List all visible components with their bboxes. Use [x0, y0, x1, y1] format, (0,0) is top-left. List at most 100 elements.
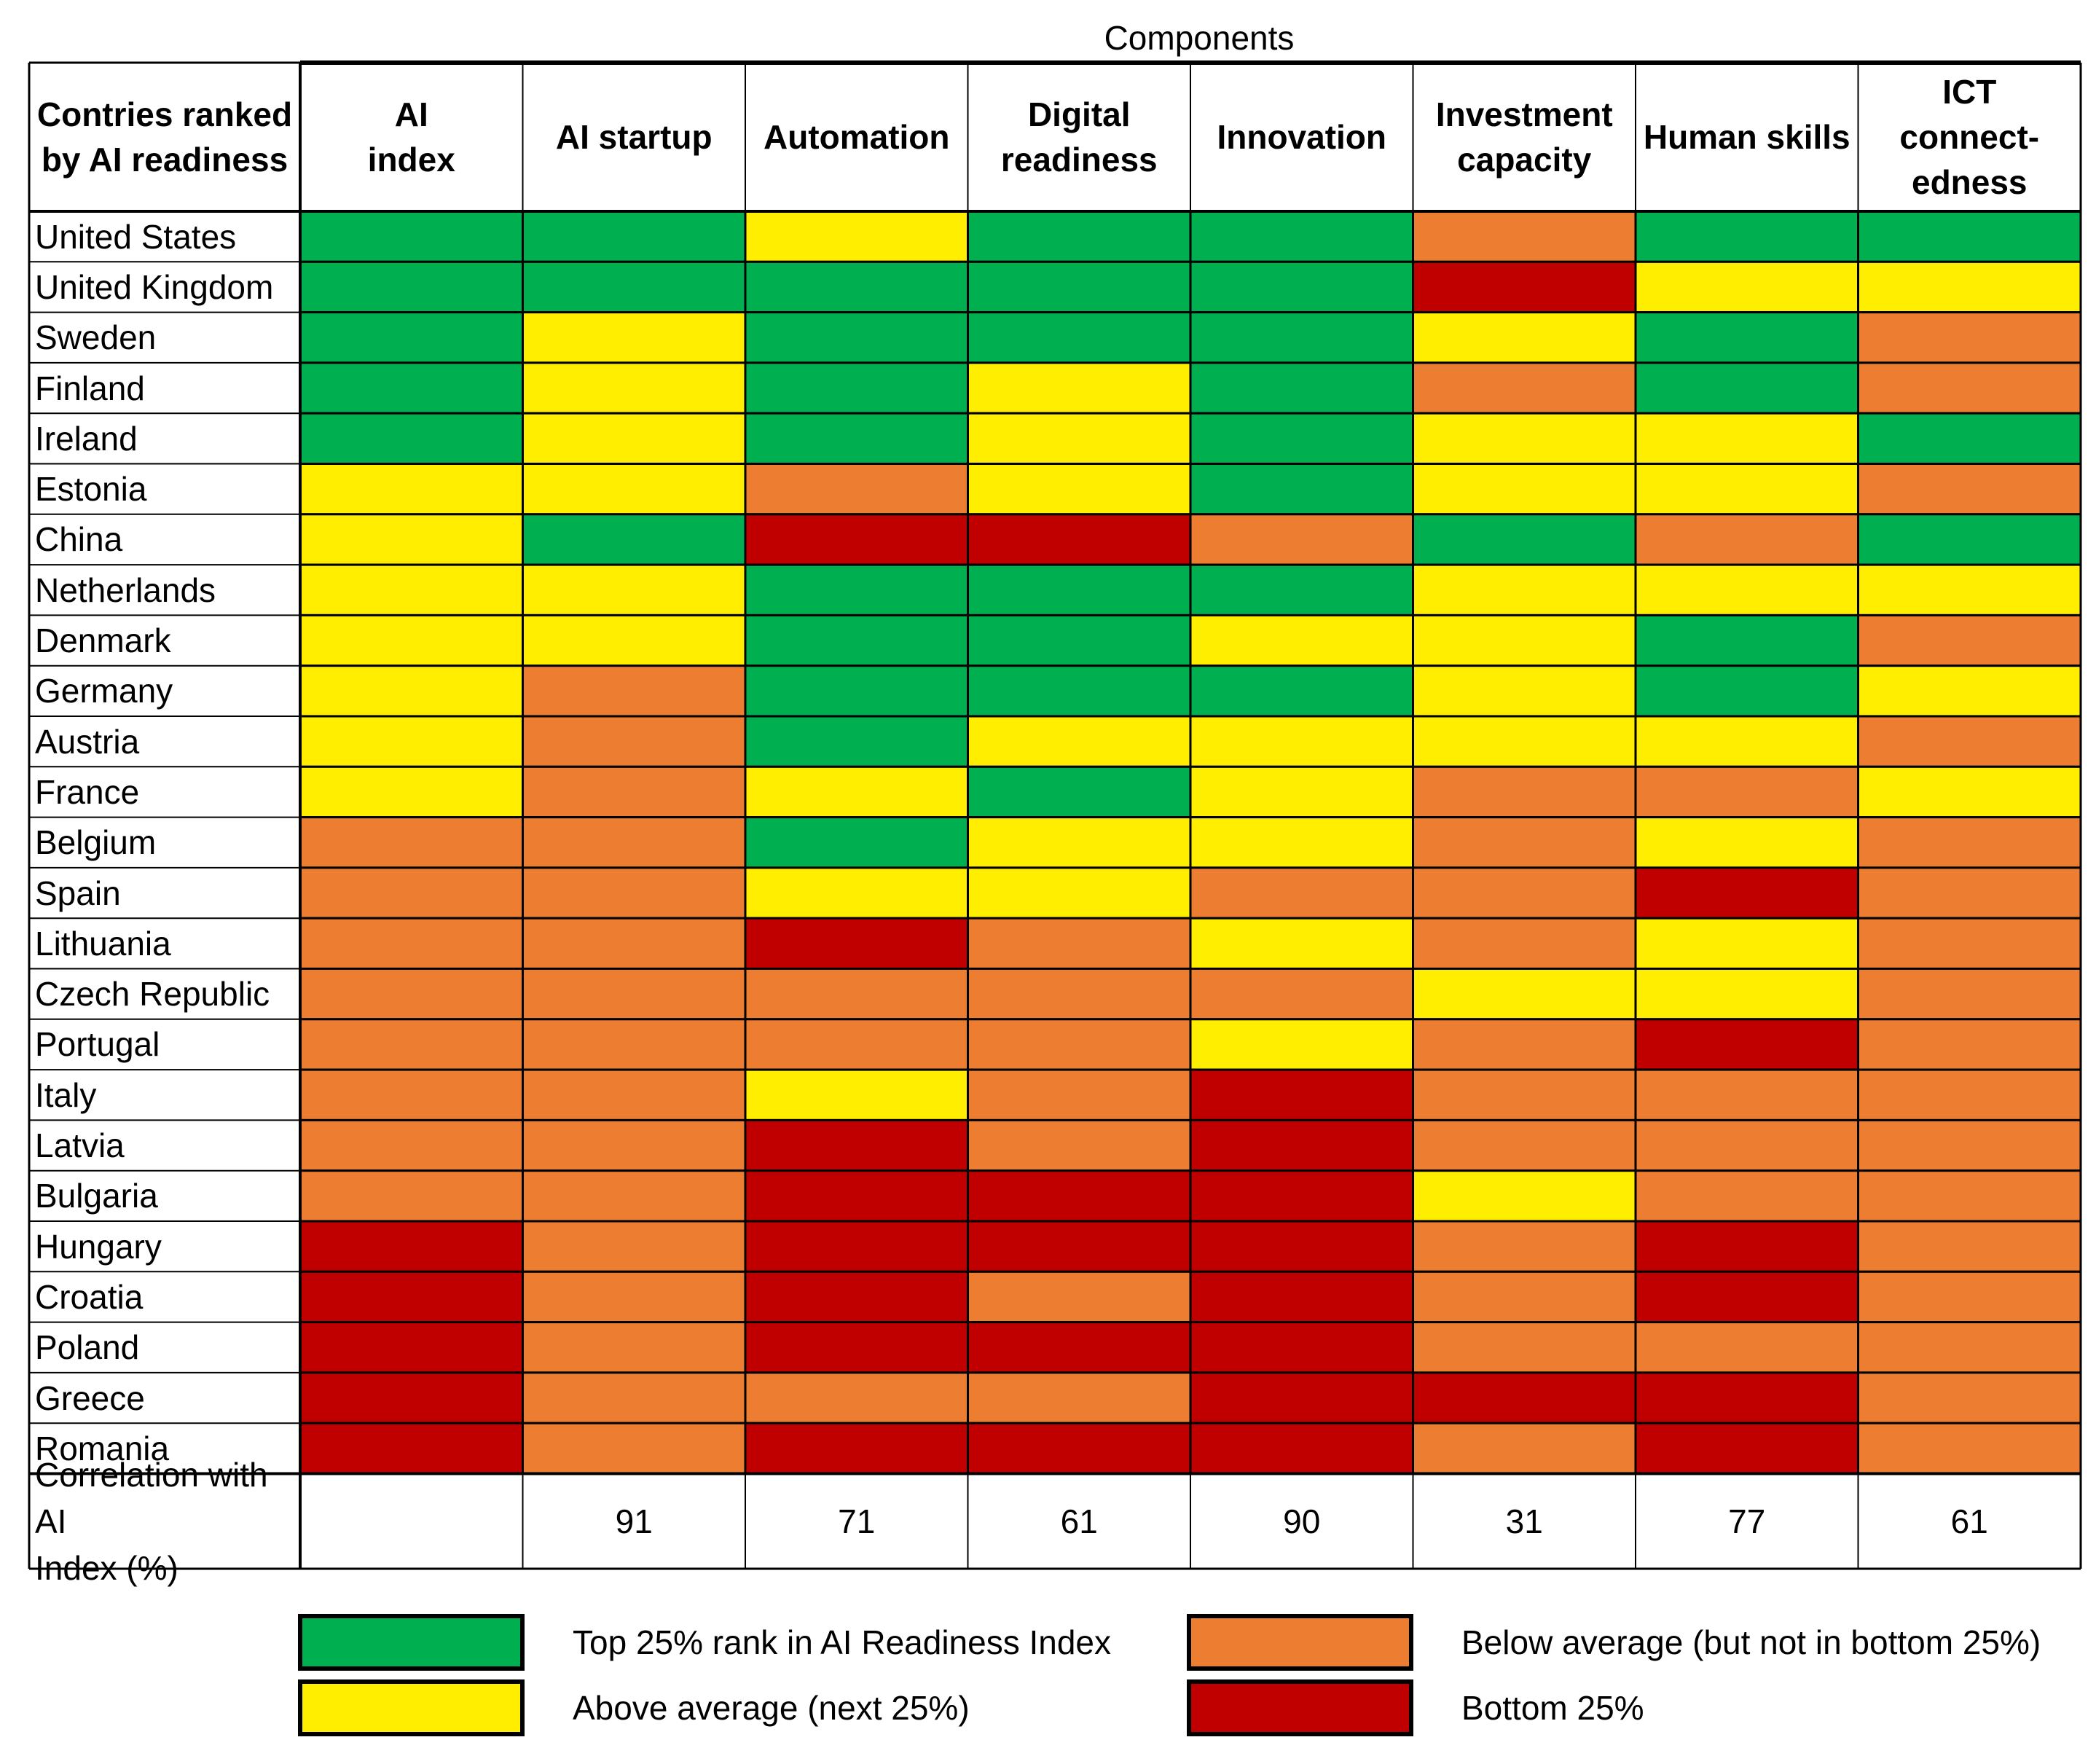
heatmap-cell: [299, 1169, 524, 1223]
heatmap-cell: [1634, 1220, 1859, 1273]
heatmap-cell: [1857, 260, 2082, 314]
correlation-value: 77: [1728, 1502, 1766, 1540]
country-label: Bulgaria: [35, 1177, 158, 1215]
country-label: Estonia: [35, 470, 147, 509]
heatmap-cell: [967, 665, 1192, 718]
heatmap-cell: [1857, 816, 2082, 869]
heatmap-cell: [1412, 1422, 1637, 1475]
heatmap-cell: [1412, 210, 1637, 263]
heatmap-cell: [1857, 1371, 2082, 1424]
column-header: ICT connect- edness: [1899, 73, 2040, 201]
country-label: Romania: [35, 1429, 170, 1467]
column-header: AI index: [367, 95, 455, 179]
heatmap-cell: [744, 1118, 969, 1172]
heatmap-cell: [967, 1220, 1192, 1273]
heatmap-cell: [967, 1422, 1192, 1475]
heatmap-cell: [744, 765, 969, 819]
heatmap-cell: [1634, 412, 1859, 466]
heatmap-cell: [967, 1018, 1192, 1071]
heatmap-cell: [1857, 1321, 2082, 1374]
heatmap-cell: [744, 1169, 969, 1223]
correlation-value: 91: [615, 1502, 653, 1540]
heatmap-cell: [299, 1371, 524, 1424]
heatmap-cell: [1857, 1169, 2082, 1223]
heatmap-cell: [522, 463, 747, 516]
legend-swatch: [1187, 1614, 1413, 1671]
heatmap-cell: [967, 311, 1192, 364]
legend-swatch: [1187, 1679, 1413, 1736]
heatmap-cell: [744, 866, 969, 920]
heatmap-cell: [1189, 765, 1414, 819]
heatmap-cell: [1189, 1371, 1414, 1424]
heatmap-cell: [744, 917, 969, 970]
heatmap-cell: [1634, 1169, 1859, 1223]
heatmap-cell: [1857, 1118, 2082, 1172]
heatmap-cell: [1412, 1220, 1637, 1273]
heatmap-cell: [299, 463, 524, 516]
heatmap-cell: [522, 816, 747, 869]
chart-title: Components: [1104, 19, 1295, 57]
heatmap-cell: [299, 210, 524, 263]
heatmap-cell: [299, 260, 524, 314]
country-label: China: [35, 520, 123, 559]
heatmap-cell: [744, 715, 969, 768]
heatmap-cell: [1634, 765, 1859, 819]
heatmap-cell: [1412, 463, 1637, 516]
heatmap-cell: [522, 1321, 747, 1374]
heatmap-cell: [744, 614, 969, 667]
heatmap-cell: [1189, 1118, 1414, 1172]
heatmap-cell: [967, 1321, 1192, 1374]
heatmap-cell: [299, 1220, 524, 1273]
heatmap-cell: [1857, 361, 2082, 415]
heatmap-cell: [744, 412, 969, 466]
heatmap-cell: [967, 513, 1192, 566]
correlation-value: 90: [1283, 1502, 1321, 1540]
heatmap-cell: [299, 917, 524, 970]
column-header: Automation: [763, 118, 950, 156]
heatmap-cell: [967, 563, 1192, 616]
country-label: Croatia: [35, 1277, 144, 1316]
row-header: Contries ranked by AI readiness: [36, 95, 293, 179]
heatmap-cell: [1189, 665, 1414, 718]
legend-label: Below average (but not in bottom 25%): [1461, 1623, 2041, 1661]
heatmap-cell: [299, 311, 524, 364]
heatmap-cell: [1634, 665, 1859, 718]
heatmap-cell: [744, 1321, 969, 1374]
heatmap-cell: [299, 361, 524, 415]
heatmap-cell: [1857, 210, 2082, 263]
legend-label: Above average (next 25%): [573, 1689, 970, 1727]
heatmap-cell: [744, 463, 969, 516]
heatmap-cell: [1634, 715, 1859, 768]
heatmap-cell: [1634, 1422, 1859, 1475]
heatmap-cell: [967, 614, 1192, 667]
heatmap-cell: [1189, 816, 1414, 869]
country-label: Netherlands: [35, 571, 216, 609]
country-label: Portugal: [35, 1025, 160, 1064]
heatmap-cell: [967, 917, 1192, 970]
heatmap-cell: [299, 816, 524, 869]
heatmap-cell: [522, 260, 747, 314]
country-label: Belgium: [35, 823, 157, 862]
heatmap-cell: [967, 816, 1192, 869]
country-label: United Kingdom: [35, 267, 274, 306]
heatmap-cell: [1189, 260, 1414, 314]
heatmap-cell: [299, 1068, 524, 1121]
heatmap-cell: [1189, 1321, 1414, 1374]
correlation-value: 61: [1060, 1502, 1098, 1540]
heatmap-cell: [1857, 866, 2082, 920]
heatmap-cell: [299, 412, 524, 466]
heatmap-cell: [1857, 665, 2082, 718]
heatmap-cell: [967, 968, 1192, 1021]
heatmap-cell: [299, 968, 524, 1021]
heatmap-cell: [299, 1018, 524, 1071]
heatmap-cell: [967, 1118, 1192, 1172]
heatmap-cell: [1189, 917, 1414, 970]
heatmap-cell: [1857, 563, 2082, 616]
heatmap-cell: [1189, 1018, 1414, 1071]
heatmap-cell: [1634, 866, 1859, 920]
legend-swatch: [298, 1614, 525, 1671]
heatmap-cell: [522, 210, 747, 263]
heatmap-cell: [1189, 412, 1414, 466]
heatmap-cell: [522, 1422, 747, 1475]
